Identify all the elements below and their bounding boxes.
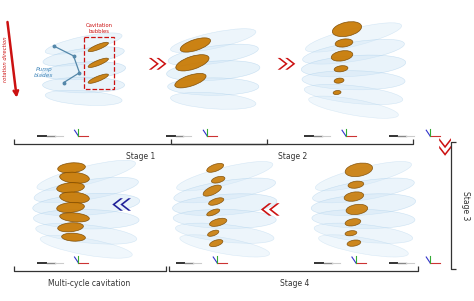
Ellipse shape — [42, 62, 126, 80]
Ellipse shape — [174, 178, 275, 203]
Ellipse shape — [166, 61, 260, 81]
Ellipse shape — [37, 160, 136, 190]
Ellipse shape — [211, 176, 225, 183]
Ellipse shape — [346, 204, 368, 215]
Ellipse shape — [173, 194, 277, 216]
Polygon shape — [120, 198, 131, 211]
Ellipse shape — [207, 163, 224, 172]
Ellipse shape — [88, 74, 109, 83]
Polygon shape — [156, 58, 166, 70]
Ellipse shape — [177, 162, 273, 191]
Polygon shape — [269, 203, 280, 216]
Ellipse shape — [210, 240, 223, 247]
Ellipse shape — [180, 235, 270, 257]
Ellipse shape — [45, 33, 122, 54]
Ellipse shape — [208, 230, 219, 236]
Ellipse shape — [43, 77, 125, 93]
Ellipse shape — [314, 223, 413, 243]
Text: Pump
blades: Pump blades — [34, 67, 54, 78]
Ellipse shape — [60, 172, 89, 183]
Ellipse shape — [58, 223, 83, 232]
Text: Multi-cycle cavitation: Multi-cycle cavitation — [48, 279, 130, 288]
Ellipse shape — [203, 185, 221, 196]
Ellipse shape — [176, 55, 209, 71]
Ellipse shape — [345, 219, 361, 226]
Text: Stage 1: Stage 1 — [126, 152, 155, 161]
Ellipse shape — [62, 233, 85, 241]
Ellipse shape — [168, 78, 259, 95]
Ellipse shape — [34, 209, 139, 229]
Ellipse shape — [334, 78, 344, 83]
Ellipse shape — [335, 39, 353, 47]
Ellipse shape — [43, 47, 124, 66]
Polygon shape — [149, 58, 159, 70]
Ellipse shape — [33, 194, 140, 216]
Ellipse shape — [34, 177, 138, 203]
Text: Cavitation
bubbles: Cavitation bubbles — [86, 23, 113, 34]
Polygon shape — [112, 198, 123, 211]
Ellipse shape — [345, 163, 373, 177]
Ellipse shape — [334, 66, 348, 72]
Text: rotation direction: rotation direction — [3, 36, 8, 82]
Ellipse shape — [171, 29, 256, 53]
Ellipse shape — [331, 51, 353, 61]
Ellipse shape — [88, 42, 109, 52]
Ellipse shape — [332, 22, 362, 37]
Polygon shape — [261, 203, 272, 216]
Ellipse shape — [315, 162, 411, 191]
Ellipse shape — [319, 235, 408, 257]
Text: Stage 2: Stage 2 — [278, 152, 307, 161]
Polygon shape — [278, 58, 288, 70]
Ellipse shape — [305, 23, 401, 52]
Ellipse shape — [168, 44, 258, 66]
Ellipse shape — [344, 192, 364, 201]
Ellipse shape — [301, 55, 406, 77]
Ellipse shape — [36, 223, 137, 244]
Text: Stage 3: Stage 3 — [461, 191, 470, 220]
Bar — [84, 37, 114, 88]
Ellipse shape — [60, 213, 89, 222]
Ellipse shape — [180, 38, 210, 52]
Ellipse shape — [207, 209, 220, 216]
Ellipse shape — [88, 58, 109, 67]
Ellipse shape — [348, 181, 364, 188]
Ellipse shape — [175, 73, 206, 88]
Ellipse shape — [45, 90, 122, 105]
Ellipse shape — [60, 192, 89, 203]
Ellipse shape — [312, 178, 414, 203]
Ellipse shape — [57, 183, 84, 193]
Ellipse shape — [40, 235, 132, 258]
Ellipse shape — [171, 92, 256, 109]
Ellipse shape — [57, 202, 84, 213]
Polygon shape — [439, 138, 451, 148]
Ellipse shape — [302, 39, 404, 64]
Ellipse shape — [312, 209, 415, 228]
Ellipse shape — [173, 209, 276, 228]
Ellipse shape — [333, 91, 341, 95]
Ellipse shape — [58, 163, 85, 173]
Ellipse shape — [304, 84, 403, 105]
Ellipse shape — [311, 194, 416, 216]
Ellipse shape — [209, 198, 224, 205]
Ellipse shape — [345, 231, 357, 236]
Ellipse shape — [347, 240, 361, 246]
Text: Stage 4: Stage 4 — [280, 279, 309, 288]
Ellipse shape — [302, 71, 405, 90]
Ellipse shape — [175, 223, 274, 243]
Ellipse shape — [309, 96, 399, 118]
Polygon shape — [285, 58, 295, 70]
Polygon shape — [439, 146, 451, 156]
Ellipse shape — [210, 218, 227, 226]
